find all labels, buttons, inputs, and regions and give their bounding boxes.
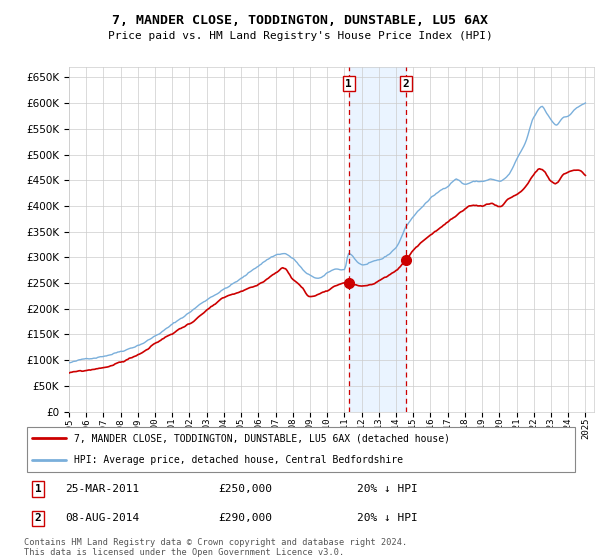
Text: 1: 1: [35, 484, 41, 494]
Text: Contains HM Land Registry data © Crown copyright and database right 2024.
This d: Contains HM Land Registry data © Crown c…: [24, 538, 407, 557]
Text: £250,000: £250,000: [218, 484, 272, 494]
Text: 25-MAR-2011: 25-MAR-2011: [65, 484, 140, 494]
Text: 20% ↓ HPI: 20% ↓ HPI: [357, 484, 418, 494]
Text: HPI: Average price, detached house, Central Bedfordshire: HPI: Average price, detached house, Cent…: [74, 455, 403, 465]
Bar: [349, 67, 406, 412]
Text: 1: 1: [346, 78, 352, 88]
FancyBboxPatch shape: [27, 427, 575, 472]
Text: Price paid vs. HM Land Registry's House Price Index (HPI): Price paid vs. HM Land Registry's House …: [107, 31, 493, 41]
Text: 7, MANDER CLOSE, TODDINGTON, DUNSTABLE, LU5 6AX (detached house): 7, MANDER CLOSE, TODDINGTON, DUNSTABLE, …: [74, 433, 450, 444]
Text: £290,000: £290,000: [218, 514, 272, 524]
Text: 7, MANDER CLOSE, TODDINGTON, DUNSTABLE, LU5 6AX: 7, MANDER CLOSE, TODDINGTON, DUNSTABLE, …: [112, 14, 488, 27]
Text: 20% ↓ HPI: 20% ↓ HPI: [357, 514, 418, 524]
Text: 2: 2: [35, 514, 41, 524]
Text: 2: 2: [403, 78, 409, 88]
Text: 08-AUG-2014: 08-AUG-2014: [65, 514, 140, 524]
